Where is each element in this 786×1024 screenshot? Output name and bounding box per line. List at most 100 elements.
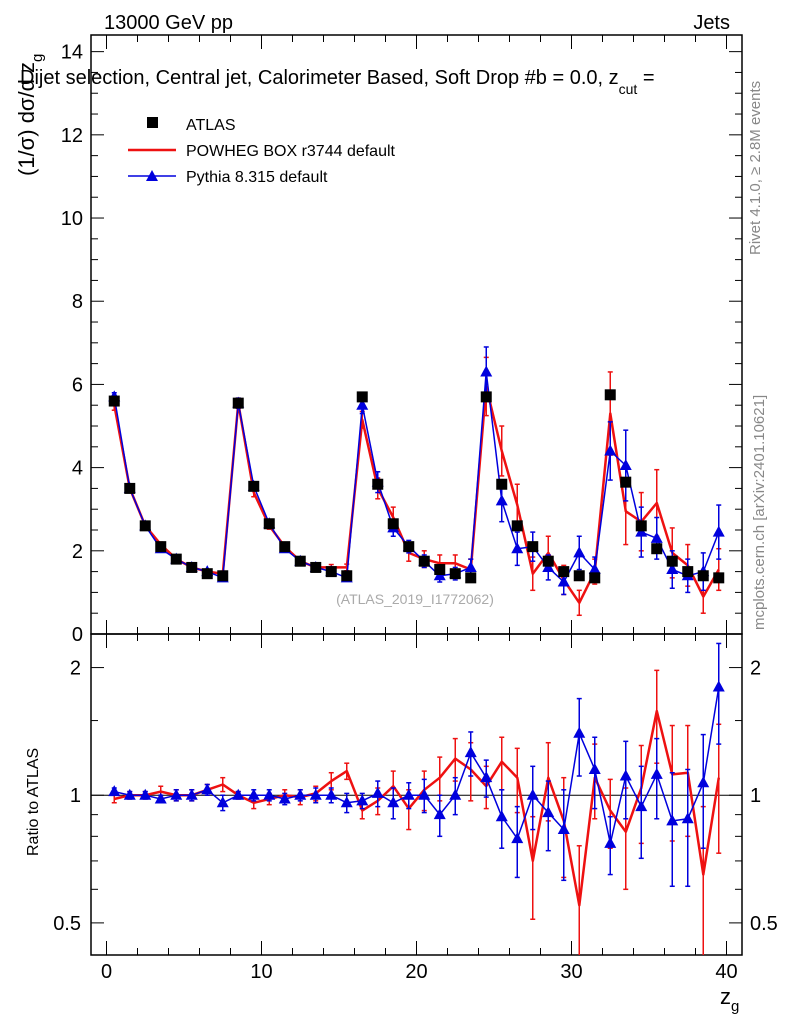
atlas-marker xyxy=(356,391,368,403)
pythia-ratio-marker xyxy=(154,792,167,804)
pythia-main-marker xyxy=(619,459,632,471)
pythia-ratio-marker xyxy=(604,836,617,848)
atlas-marker xyxy=(186,561,198,573)
ratio-ytick-label-right: 2 xyxy=(750,658,761,680)
pythia-ratio-marker xyxy=(464,746,477,758)
atlas-marker xyxy=(480,391,492,403)
pythia-ratio-marker xyxy=(526,788,539,800)
pythia-ratio-marker xyxy=(666,814,679,826)
pythia-ratio-marker xyxy=(588,762,601,774)
legend-atlas-marker xyxy=(147,117,158,128)
pythia-main-marker xyxy=(650,531,663,543)
pythia-ratio-marker xyxy=(247,788,260,800)
atlas-marker xyxy=(511,520,523,532)
main-ytick-label: 2 xyxy=(72,541,83,563)
plot-title-sub: cut xyxy=(619,81,638,97)
beam-label: 13000 GeV pp xyxy=(104,12,233,34)
powheg-ratio-line xyxy=(114,709,721,907)
atlas-marker xyxy=(387,518,399,530)
mcplots-label: mcplots.cern.ch [arXiv:2401.10621] xyxy=(751,395,768,630)
pythia-ratio-group xyxy=(108,642,725,888)
atlas-marker xyxy=(465,572,477,584)
pythia-ratio-marker xyxy=(185,788,198,800)
pythia-ratio-marker xyxy=(433,808,446,820)
atlas-marker xyxy=(403,541,415,553)
atlas-marker xyxy=(573,570,585,582)
main-ylabel-main: (1/σ) dσ/d z xyxy=(14,62,39,176)
ratio-xtick-label: 40 xyxy=(715,961,737,983)
pythia-main-marker xyxy=(604,444,617,456)
pythia-ratio-marker xyxy=(557,823,570,835)
pythia-ratio-marker xyxy=(309,788,322,800)
pythia-ratio-marker xyxy=(356,794,369,806)
ratio-xtick-label: 0 xyxy=(101,961,112,983)
pythia-ratio-marker xyxy=(387,796,400,808)
pythia-main-marker xyxy=(495,494,508,506)
pythia-ratio-marker xyxy=(681,812,694,824)
ratio-ytick-label: 1 xyxy=(70,785,81,807)
main-ytick-label: 6 xyxy=(72,374,83,396)
atlas-marker xyxy=(542,555,554,567)
atlas-marker xyxy=(310,561,322,573)
pythia-main-marker xyxy=(557,575,570,587)
main-ylabel-sub: g xyxy=(29,54,46,62)
legend-atlas-label: ATLAS xyxy=(186,117,236,134)
ratio-xlabel-sub: g xyxy=(731,998,739,1015)
atlas-marker xyxy=(217,570,229,582)
atlas-marker xyxy=(155,541,167,553)
ratio-ytick-label: 2 xyxy=(70,658,81,680)
legend: ATLAS POWHEG BOX r3744 default Pythia 8.… xyxy=(128,117,396,186)
atlas-marker xyxy=(527,541,539,553)
atlas-marker xyxy=(108,395,120,407)
atlas-marker xyxy=(232,397,244,409)
pythia-ratio-marker xyxy=(650,767,663,779)
plot-title-tail: = xyxy=(637,67,654,89)
pythia-ratio-marker xyxy=(232,788,245,800)
atlas-marker xyxy=(496,478,508,490)
pythia-ratio-marker xyxy=(542,806,555,818)
pythia-ratio-marker xyxy=(108,785,121,797)
legend-powheg-label: POWHEG BOX r3744 default xyxy=(186,143,396,160)
atlas-marker xyxy=(248,480,260,492)
atlas-marker xyxy=(201,568,213,580)
pythia-main-marker xyxy=(480,365,493,377)
main-ytick-label: 12 xyxy=(61,125,83,147)
pythia-ratio-marker xyxy=(340,796,353,808)
ratio-ytick-label: 0.5 xyxy=(53,913,81,935)
pythia-main-marker xyxy=(464,560,477,572)
pythia-main-marker xyxy=(356,398,369,410)
main-ytick-label: 8 xyxy=(72,291,83,313)
atlas-marker xyxy=(263,518,275,530)
ratio-ylabel: Ratio to ATLAS xyxy=(25,748,42,856)
main-ytick-label: 0 xyxy=(72,624,83,646)
pythia-main-marker xyxy=(573,546,586,558)
atlas-marker xyxy=(170,553,182,565)
pythia-main-group xyxy=(108,346,725,596)
atlas-main-group xyxy=(108,389,725,584)
main-ylabel: (1/σ) dσ/d zg xyxy=(14,54,46,176)
pythia-main-marker xyxy=(511,542,524,554)
atlas-marker xyxy=(604,389,616,401)
atlas-marker xyxy=(449,568,461,580)
pythia-ratio-marker xyxy=(216,796,229,808)
atlas-marker xyxy=(434,564,446,576)
pythia-ratio-marker xyxy=(573,726,586,738)
ratio-xtick-label: 20 xyxy=(405,961,427,983)
atlas-marker xyxy=(651,543,663,555)
pythia-main-marker xyxy=(712,525,725,537)
pythia-ratio-marker xyxy=(170,788,183,800)
atlas-marker xyxy=(713,572,725,584)
ratio-xtick-label: 10 xyxy=(250,961,272,983)
pythia-ratio-marker xyxy=(418,788,431,800)
atlas-marker xyxy=(697,570,709,582)
atlas-marker xyxy=(341,570,353,582)
ratio-xlabel-main: z xyxy=(720,984,731,1009)
rivet-label: Rivet 4.1.0, ≥ 2.8M events xyxy=(747,81,764,255)
pythia-ratio-marker xyxy=(712,680,725,692)
atlas-marker xyxy=(279,541,291,553)
pythia-ratio-line xyxy=(114,686,720,845)
process-label: Jets xyxy=(693,12,730,34)
pythia-main-line xyxy=(113,371,720,583)
atlas-marker xyxy=(558,566,570,578)
